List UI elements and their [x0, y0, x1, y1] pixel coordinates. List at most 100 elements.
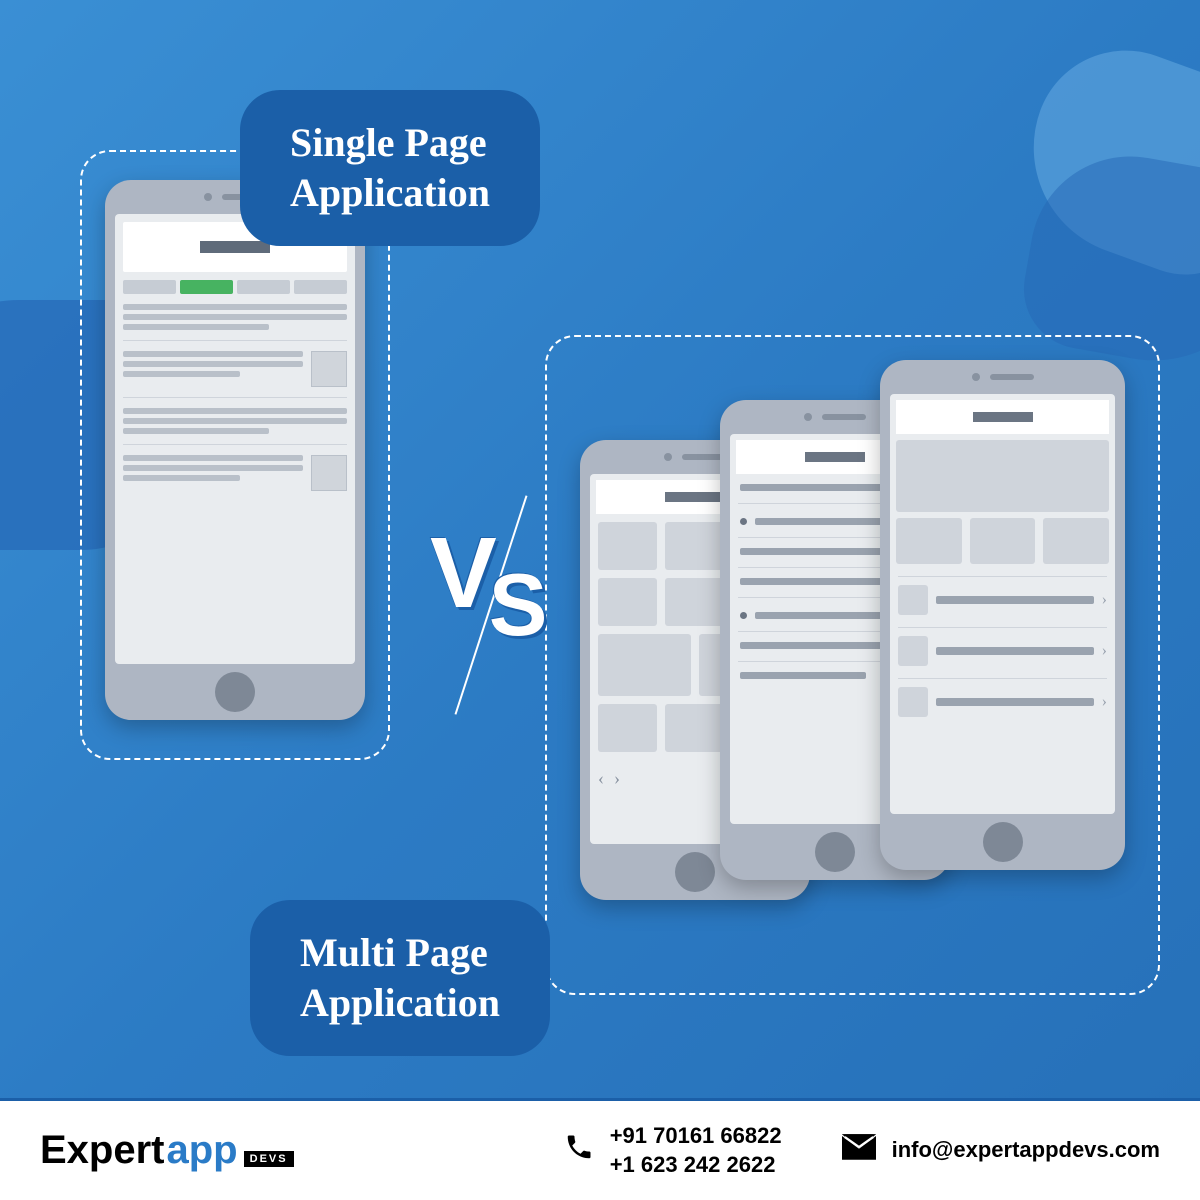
title-bar-icon: [973, 412, 1033, 422]
spa-label-line1: Single Page: [290, 118, 490, 168]
logo-text-right: app: [167, 1128, 238, 1173]
content-row: [123, 408, 347, 434]
divider: [123, 340, 347, 341]
text-line-icon: [123, 361, 303, 367]
content-row: [123, 351, 347, 387]
hero-block-icon: [896, 440, 1109, 512]
cell-icon: [598, 634, 691, 696]
mail-icon: [842, 1134, 876, 1167]
home-button-icon: [675, 852, 715, 892]
footer-bar: Expertapp DEVS +91 70161 66822 +1 623 24…: [0, 1098, 1200, 1200]
list-row: ›: [898, 636, 1107, 666]
chevron-right-icon: ›: [1102, 591, 1107, 609]
text-line-icon: [936, 698, 1094, 706]
cell-icon: [598, 522, 657, 570]
mpa-label-pill: Multi Page Application: [250, 900, 550, 1056]
thumb-icon: [898, 687, 928, 717]
text-line-icon: [123, 351, 303, 357]
text-line-icon: [123, 371, 240, 377]
camera-dot-icon: [804, 413, 812, 421]
camera-dot-icon: [972, 373, 980, 381]
thumb-icon: [311, 455, 347, 491]
list-row: ›: [898, 687, 1107, 717]
cell-icon: [1043, 518, 1109, 564]
cell-icon: [665, 704, 724, 752]
phone-number-1: +91 70161 66822: [610, 1122, 782, 1151]
title-bar-icon: [665, 492, 725, 502]
vs-s: S: [489, 554, 540, 656]
vs-v: V: [430, 516, 489, 631]
chevron-right-icon: ›: [1102, 693, 1107, 711]
thumb-icon: [898, 636, 928, 666]
content-row: [123, 304, 347, 330]
title-bar-icon: [805, 452, 865, 462]
divider: [898, 576, 1107, 577]
text-line-icon: [123, 408, 347, 414]
thumb-row: [896, 518, 1109, 564]
mpa-label-line2: Application: [300, 978, 500, 1028]
text-line-icon: [936, 596, 1094, 604]
spa-tabs: [123, 280, 347, 294]
logo-text-left: Expert: [40, 1128, 165, 1173]
email-address: info@expertappdevs.com: [892, 1136, 1160, 1165]
mpa-screen-detail: › › ›: [890, 394, 1115, 814]
tab-icon: [294, 280, 347, 294]
cell-icon: [896, 518, 962, 564]
text-line-icon: [123, 304, 347, 310]
speaker-icon: [822, 414, 866, 420]
title-bar-icon: [200, 241, 270, 253]
spa-phone: [105, 180, 365, 720]
cell-icon: [665, 578, 724, 626]
phone-number-2: +1 623 242 2622: [610, 1151, 782, 1180]
home-button-icon: [815, 832, 855, 872]
phone-bezel: [880, 360, 1125, 394]
tab-icon: [237, 280, 290, 294]
thumb-icon: [311, 351, 347, 387]
bullet-icon: [740, 518, 747, 525]
tab-icon: [123, 280, 176, 294]
text-line-icon: [123, 418, 347, 424]
bullet-icon: [740, 612, 747, 619]
text-line-icon: [123, 324, 269, 330]
tab-active-icon: [180, 280, 233, 294]
brand-logo: Expertapp DEVS: [40, 1128, 294, 1173]
text-line-icon: [123, 428, 269, 434]
mpa-phone-detail: › › ›: [880, 360, 1125, 870]
logo-tag: DEVS: [244, 1151, 294, 1167]
cell-icon: [598, 704, 657, 752]
phone-icon: [564, 1132, 594, 1169]
speaker-icon: [990, 374, 1034, 380]
text-line-icon: [123, 455, 303, 461]
vs-text: VS: [430, 530, 539, 645]
infographic-canvas: Single Page Application Multi Page Appli…: [0, 0, 1200, 1200]
text-line-icon: [936, 647, 1094, 655]
home-button-icon: [983, 822, 1023, 862]
spa-label-pill: Single Page Application: [240, 90, 540, 246]
divider: [123, 397, 347, 398]
email-contact: info@expertappdevs.com: [842, 1134, 1160, 1167]
content-row: [123, 455, 347, 491]
divider: [898, 678, 1107, 679]
spa-label-line2: Application: [290, 168, 490, 218]
app-header: [896, 400, 1109, 434]
camera-dot-icon: [664, 453, 672, 461]
spa-screen: [115, 214, 355, 664]
thumb-icon: [898, 585, 928, 615]
mpa-label-line1: Multi Page: [300, 928, 500, 978]
cell-icon: [665, 522, 724, 570]
divider: [123, 444, 347, 445]
text-line-icon: [123, 314, 347, 320]
home-button-icon: [215, 672, 255, 712]
camera-dot-icon: [204, 193, 212, 201]
text-line-icon: [740, 672, 866, 679]
chevron-left-icon: ‹: [598, 768, 604, 789]
cell-icon: [598, 578, 657, 626]
chevron-right-icon: ›: [614, 768, 620, 789]
cell-icon: [970, 518, 1036, 564]
divider: [898, 627, 1107, 628]
chevron-right-icon: ›: [1102, 642, 1107, 660]
phone-contact: +91 70161 66822 +1 623 242 2622: [564, 1122, 782, 1179]
text-line-icon: [123, 465, 303, 471]
text-line-icon: [123, 475, 240, 481]
list-row: ›: [898, 585, 1107, 615]
